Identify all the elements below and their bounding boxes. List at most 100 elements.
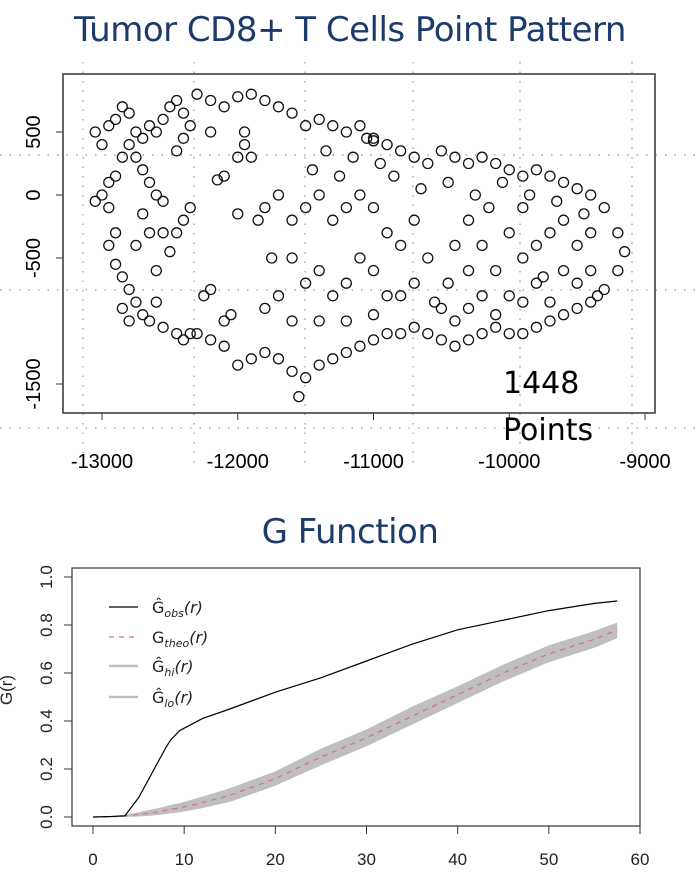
x-tick-label: 20 [266, 850, 285, 869]
data-point [116, 101, 129, 113]
data-point [394, 327, 407, 340]
data-point [218, 340, 230, 352]
data-point [130, 296, 142, 308]
data-point [96, 138, 108, 151]
data-point [272, 101, 285, 113]
data-point [137, 208, 149, 220]
data-point [462, 302, 475, 315]
legend-label: Ĝhi(r) [152, 657, 194, 679]
data-point [503, 164, 515, 176]
data-point [177, 132, 190, 144]
data-point [171, 227, 183, 239]
plot-frame [62, 73, 656, 414]
data-point [137, 309, 149, 321]
data-point [381, 290, 393, 302]
data-point [591, 290, 604, 302]
data-point [232, 151, 244, 163]
data-point [469, 189, 481, 201]
data-point [299, 201, 312, 214]
data-point [442, 176, 454, 189]
data-point [130, 151, 142, 163]
data-point [551, 195, 563, 207]
data-point [204, 126, 217, 138]
data-point [367, 334, 380, 346]
data-point [517, 170, 529, 182]
data-point [272, 290, 285, 302]
data-point [585, 227, 597, 239]
data-point [340, 277, 353, 289]
data-point [116, 271, 129, 283]
data-point [184, 201, 196, 214]
data-point [544, 315, 556, 327]
data-point [245, 88, 257, 100]
data-point [483, 201, 495, 214]
data-point [266, 252, 278, 264]
data-point [557, 214, 570, 226]
data-point [313, 189, 325, 201]
data-point [103, 176, 115, 189]
data-point [367, 264, 380, 277]
data-point [225, 309, 237, 321]
data-point [340, 201, 353, 214]
data-point [517, 296, 529, 308]
data-point [476, 151, 488, 163]
y-tick-label: 0 [23, 189, 45, 200]
data-point [89, 195, 101, 207]
data-point [313, 315, 325, 327]
x-tick-label: -10000 [478, 451, 540, 473]
data-point [462, 334, 475, 346]
data-point [157, 195, 169, 207]
data-point [618, 246, 631, 258]
data-point [299, 120, 312, 132]
y-tick-label: -500 [23, 238, 45, 278]
data-point [408, 214, 420, 226]
data-point [435, 302, 448, 315]
data-point [204, 283, 217, 296]
data-point [408, 321, 420, 333]
data-point [232, 359, 244, 371]
data-point [327, 290, 339, 302]
legend-label: Ĝobs(r) [152, 598, 203, 620]
data-point [367, 201, 380, 214]
data-point [503, 290, 515, 302]
data-point [130, 239, 142, 252]
data-point [578, 208, 590, 220]
x-tick-label: -13000 [71, 451, 133, 473]
data-point [252, 214, 264, 226]
data-point [109, 113, 122, 126]
data-point [150, 126, 162, 138]
x-tick-label: -12000 [207, 451, 269, 473]
data-point [259, 94, 271, 107]
data-point [612, 264, 624, 277]
data-point [164, 246, 176, 258]
data-point [171, 145, 183, 157]
data-point [177, 107, 190, 119]
data-point [123, 283, 135, 296]
data-point [143, 120, 156, 132]
data-point [123, 138, 135, 151]
plot-frame [71, 567, 641, 827]
data-point [381, 327, 393, 340]
y-tick-label: -1500 [23, 358, 45, 409]
data-point [571, 302, 583, 315]
data-point [143, 176, 156, 189]
data-point [571, 239, 583, 252]
data-point [347, 151, 359, 163]
x-tick-label: -11000 [343, 451, 404, 473]
data-point [286, 365, 298, 378]
data-point [232, 208, 244, 220]
data-point [530, 321, 543, 333]
data-point [157, 227, 169, 239]
data-point [143, 315, 156, 327]
x-tick-label: -9000 [619, 451, 670, 473]
data-point [340, 126, 353, 138]
data-point [150, 189, 162, 201]
data-point [422, 157, 434, 170]
data-point [394, 239, 407, 252]
data-point [585, 264, 597, 277]
data-point [408, 277, 420, 289]
data-point [340, 315, 353, 327]
data-point [435, 145, 448, 157]
data-point [198, 290, 210, 302]
